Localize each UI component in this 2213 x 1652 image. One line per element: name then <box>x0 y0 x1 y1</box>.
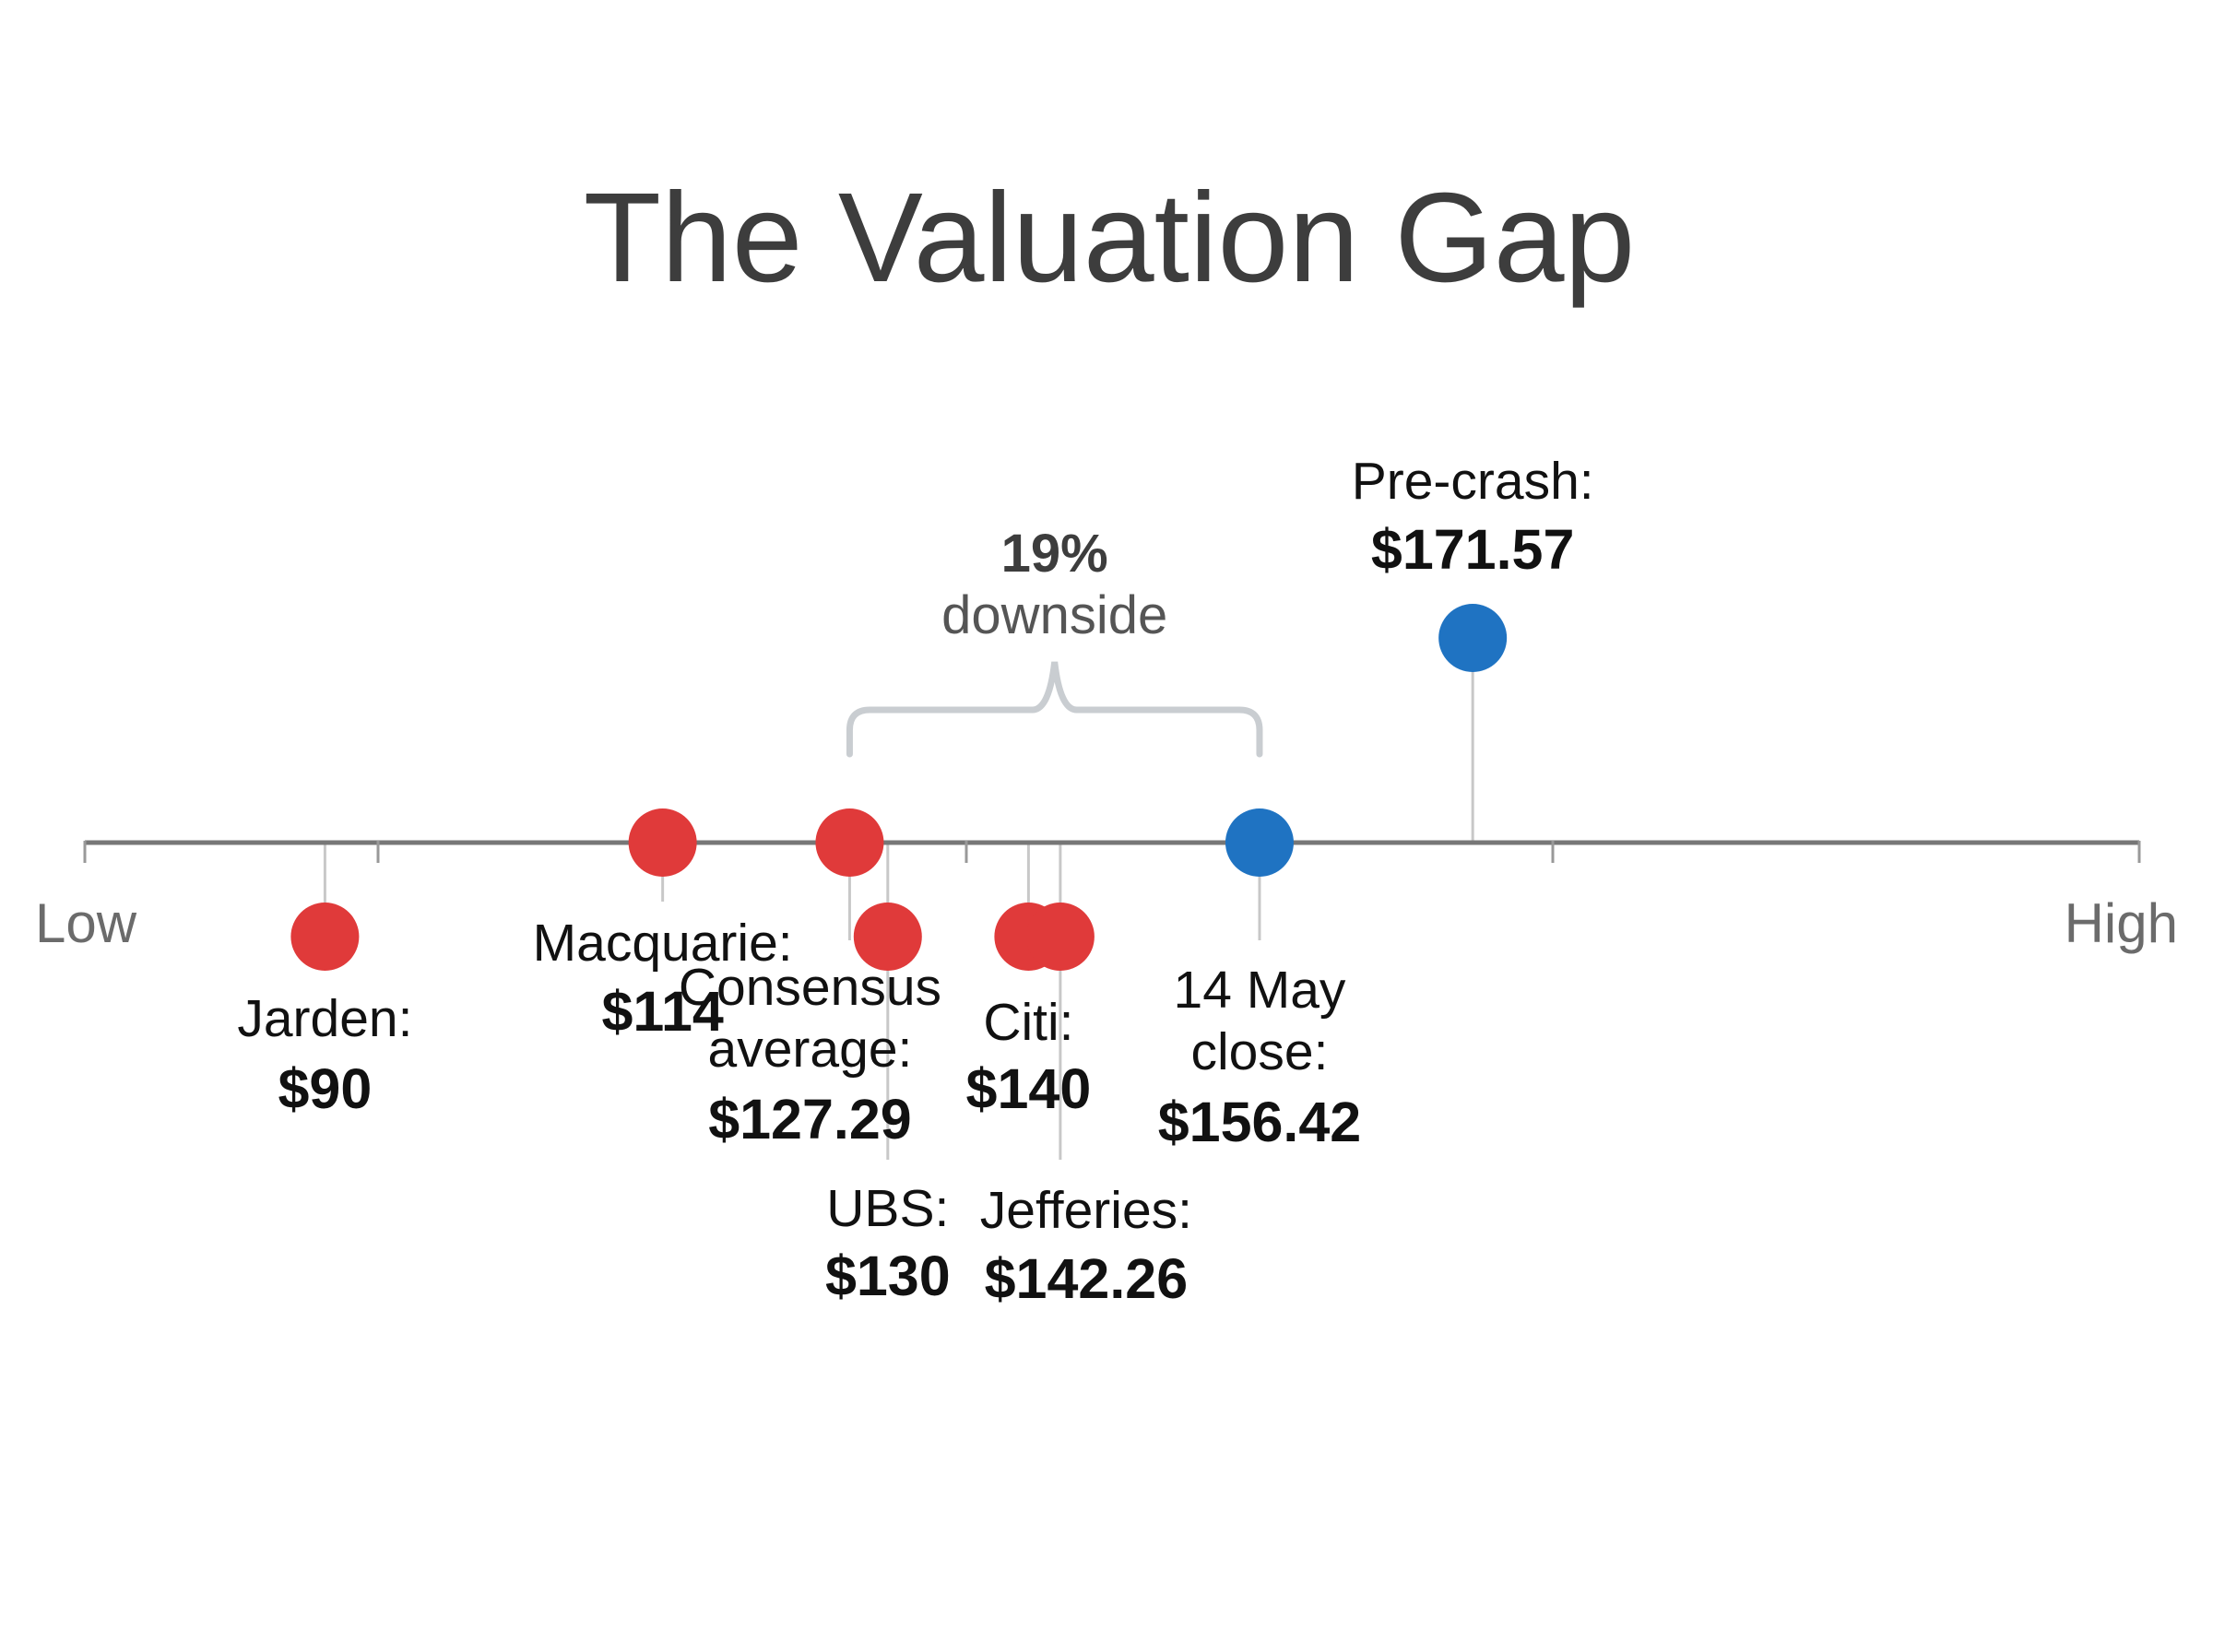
stem-group <box>323 638 1474 1160</box>
jarden-name-label: Jarden: <box>237 989 412 1048</box>
axis-low-label: Low <box>35 892 137 954</box>
ubs-dot <box>853 903 922 971</box>
gap-bracket <box>846 661 1263 758</box>
jarden-value-label: $90 <box>278 1057 373 1120</box>
jefferies-value-label: $142.26 <box>985 1247 1189 1310</box>
macquarie-name-label: Macquarie: <box>533 914 793 973</box>
pre-crash-value-label: $171.57 <box>1371 518 1575 581</box>
label-group: Jarden: $90 Macquarie: $114 $127.29 Consensus… <box>237 452 1593 1310</box>
pre-crash-name-label: Pre-crash: <box>1352 452 1594 511</box>
jefferies-name-label: Jefferies: <box>980 1181 1192 1240</box>
gap-text-label: downside <box>941 585 1167 645</box>
axis-high-label: High <box>2065 892 2178 954</box>
chart-title: The Valuation Gap <box>584 167 1636 309</box>
ubs-value-label: $130 <box>825 1245 951 1307</box>
14-may-close-dot <box>1225 808 1294 877</box>
14-may-close-name-label: 14 May close: <box>1174 961 1346 1081</box>
citi-value-label: $140 <box>966 1057 1092 1120</box>
consensus-average-value-label: $127.29 <box>708 1088 912 1150</box>
consensus-average-dot <box>815 808 884 877</box>
ubs-name-label: UBS: <box>826 1179 949 1238</box>
pre-crash-dot <box>1438 604 1508 672</box>
macquarie-value-label: $114 <box>601 980 723 1043</box>
macquarie-dot <box>628 808 697 877</box>
dot-group <box>290 604 1508 971</box>
14-may-close-value-label: $156.42 <box>1158 1091 1362 1153</box>
consensus-average-name-label: Consensus average: <box>679 958 941 1079</box>
citi-name-label: Citi: <box>983 993 1073 1052</box>
jarden-dot <box>290 903 360 971</box>
gap-percent-label: 19% <box>1001 524 1108 584</box>
gap-bracket-group: 19%downside <box>846 524 1263 758</box>
jefferies-dot <box>1025 903 1095 971</box>
